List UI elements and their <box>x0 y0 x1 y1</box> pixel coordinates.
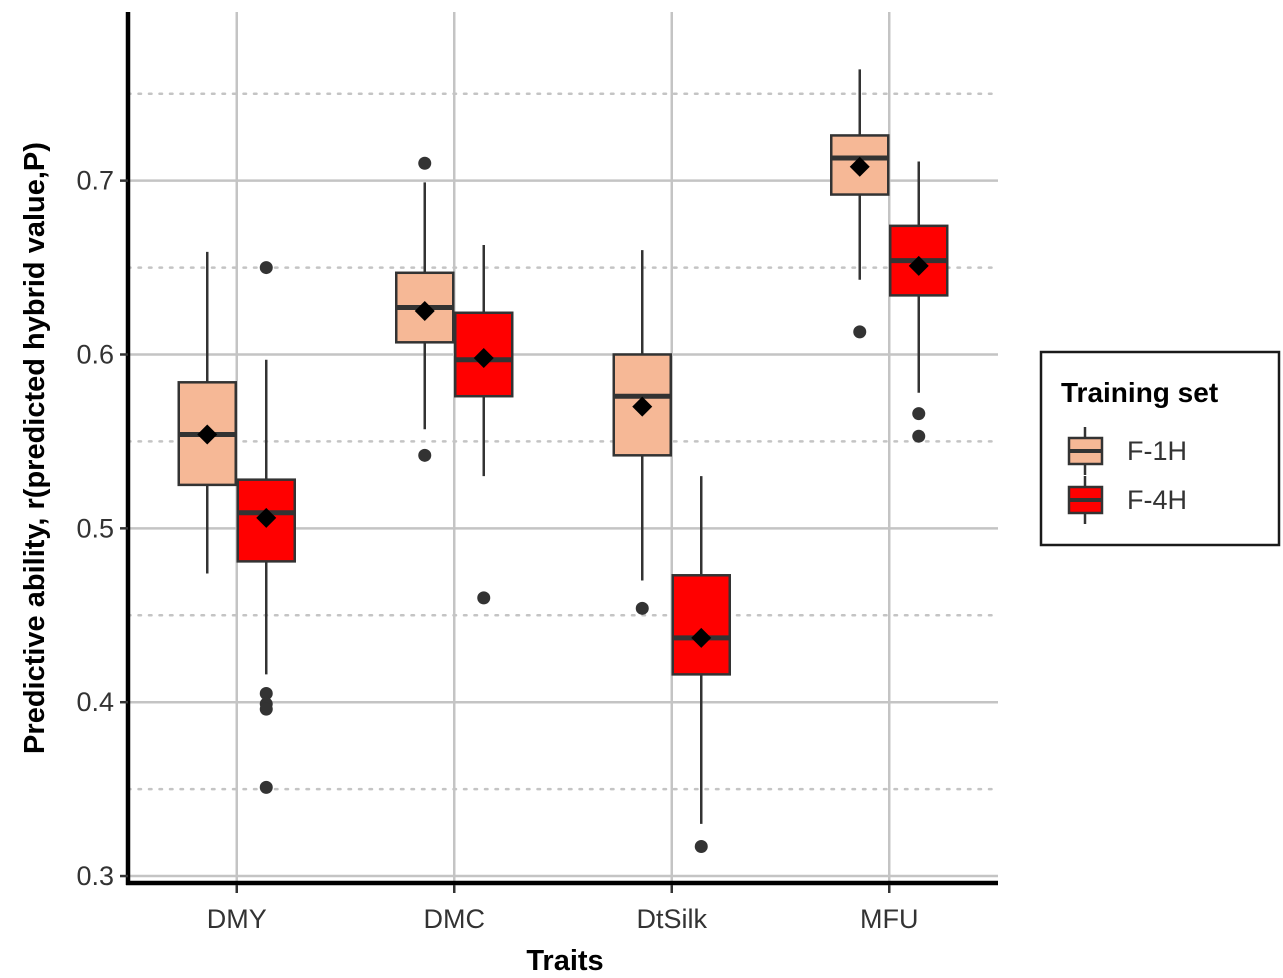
legend-key-F-4H: F-4H <box>1067 476 1187 524</box>
mean-marker <box>849 156 870 177</box>
box-F-1H-DMY <box>177 251 237 574</box>
outlier-point-0 <box>477 591 491 605</box>
box-layer <box>177 69 949 853</box>
y-tick-label-3: 0.6 <box>76 339 114 369</box>
mean-marker <box>691 627 712 648</box>
x-tick-label-1: DMC <box>424 904 486 934</box>
legend-keys: F-1H F-4H <box>1067 427 1187 524</box>
box-F-1H-DtSilk <box>612 250 672 615</box>
outlier-point-1 <box>418 448 432 462</box>
legend-label-F-1H: F-1H <box>1127 436 1187 466</box>
box-F-4H-DtSilk <box>671 476 731 853</box>
x-tick-label-2: DtSilk <box>636 904 707 934</box>
mean-marker <box>414 301 435 322</box>
tick-layer: 0.3 0.4 0.5 0.6 0.7 DMY DMC DtSilk MFU <box>76 166 918 934</box>
y-tick-label-0: 0.3 <box>76 861 114 891</box>
box-F-4H-DMC <box>454 244 514 605</box>
mean-marker <box>908 255 929 276</box>
y-tick-label-4: 0.7 <box>76 166 114 196</box>
legend-key-F-1H: F-1H <box>1067 427 1187 475</box>
outlier-point-0 <box>259 261 273 275</box>
outlier-point-1 <box>259 687 273 701</box>
mean-marker <box>473 347 494 368</box>
outlier-point-3 <box>259 702 273 716</box>
y-tick-label-1: 0.4 <box>76 687 114 717</box>
outlier-point-0 <box>912 407 926 421</box>
legend-label-F-4H: F-4H <box>1127 485 1187 515</box>
outlier-point-4 <box>259 780 273 794</box>
outlier-point-0 <box>694 839 708 853</box>
legend-title: Training set <box>1061 377 1218 408</box>
box-F-1H-MFU <box>830 69 890 339</box>
mean-marker <box>197 424 218 445</box>
x-tick-label-3: MFU <box>860 904 918 934</box>
box-F-4H-DMY <box>236 261 296 794</box>
outlier-point-0 <box>635 601 649 615</box>
axis-layer <box>125 12 998 886</box>
box-F-1H-DMC <box>395 156 455 462</box>
outlier-point-1 <box>912 429 926 443</box>
box-F-4H-MFU <box>889 161 949 443</box>
x-tick-label-0: DMY <box>207 904 267 934</box>
y-axis-title: Predictive ability, r(predicted hybrid v… <box>19 142 51 754</box>
outlier-point-0 <box>853 325 867 339</box>
outlier-point-0 <box>418 156 432 170</box>
box-body <box>671 574 731 676</box>
y-tick-label-2: 0.5 <box>76 513 114 543</box>
x-axis-title: Traits <box>526 945 603 977</box>
mean-marker <box>632 396 653 417</box>
legend: Training set F-1H F-4H <box>1039 350 1281 547</box>
mean-marker <box>256 507 277 528</box>
